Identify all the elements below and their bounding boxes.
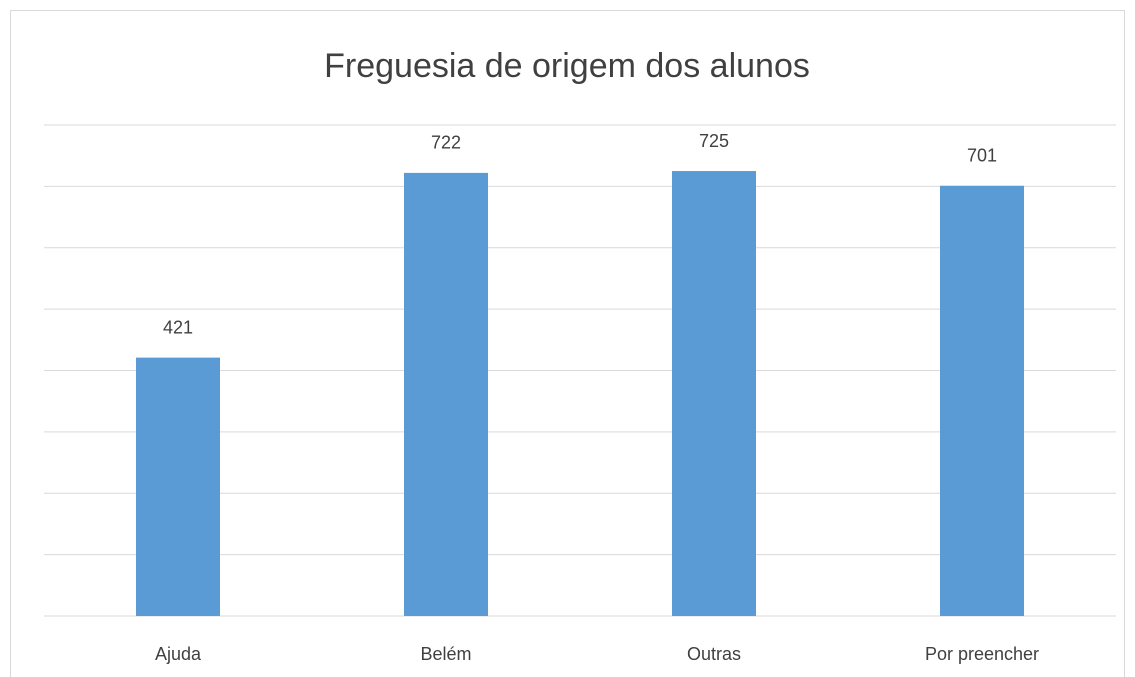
data-label: 421 — [163, 317, 193, 337]
bar — [672, 171, 756, 616]
data-label: 701 — [967, 146, 997, 166]
chart-title: Freguesia de origem dos alunos — [324, 47, 810, 85]
bar — [136, 357, 220, 616]
x-tick-label: Belém — [420, 644, 471, 664]
data-label: 725 — [699, 131, 729, 151]
x-tick-label: Outras — [687, 644, 741, 664]
data-label: 722 — [431, 133, 461, 153]
x-tick-label: Ajuda — [155, 644, 202, 664]
bar — [404, 172, 488, 616]
bar — [940, 185, 1024, 617]
x-tick-label: Por preencher — [925, 644, 1039, 664]
